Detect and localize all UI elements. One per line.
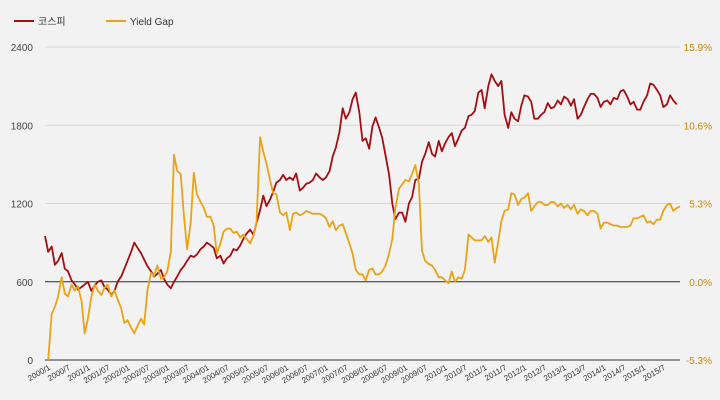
right-tick-label: 0.0%: [689, 278, 712, 289]
left-tick-label: 2400: [11, 43, 34, 54]
left-tick-label: 0: [27, 356, 33, 367]
series-layer: [44, 73, 681, 361]
left-tick-label: 1200: [11, 200, 34, 211]
x-tick-label: 2015/7: [641, 363, 667, 383]
right-tick-label: 5.3%: [689, 200, 712, 211]
legend-label-kospi: 코스피: [38, 16, 66, 28]
left-tick-label: 1800: [11, 121, 34, 132]
series-line-yield-gap: [47, 136, 681, 361]
legend-label-yield-gap: Yield Gap: [130, 17, 174, 28]
right-tick-label: 15.9%: [684, 43, 712, 54]
left-tick-label: 600: [16, 278, 33, 289]
x-axis-ticks: 2000/12000/72001/12001/072002/012002/072…: [26, 363, 667, 386]
right-axis-ticks: -5.3% 0.0% 5.3% 10.6% 15.9%: [684, 43, 712, 367]
legend: 코스피 Yield Gap: [14, 16, 174, 28]
right-tick-label: -5.3%: [686, 356, 712, 367]
series-line-kospi: [44, 73, 678, 296]
left-axis-ticks: 0 600 1200 1800 2400: [11, 43, 34, 367]
gridlines: [45, 46, 680, 361]
right-tick-label: 10.6%: [684, 121, 712, 132]
